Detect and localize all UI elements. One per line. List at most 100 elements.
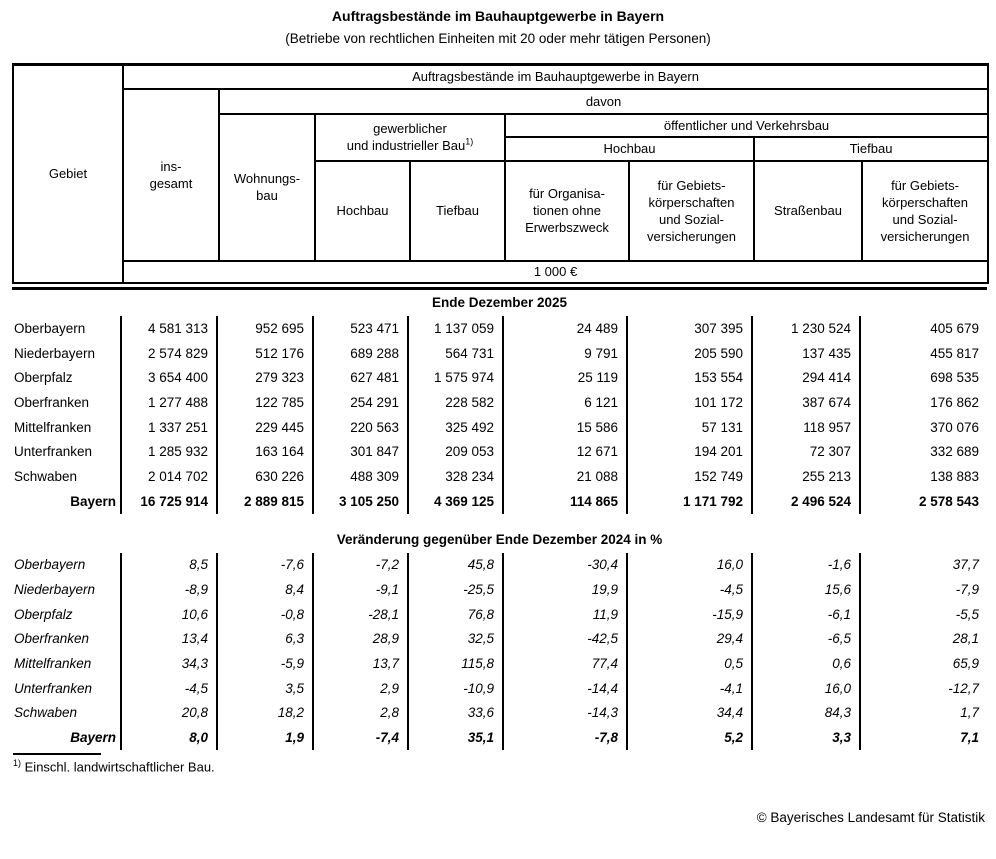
value-cell: 10,6 <box>122 601 218 627</box>
value-cell: 153 554 <box>628 365 753 391</box>
value-cell: 45,8 <box>409 552 504 578</box>
value-cell: -8,9 <box>122 577 218 602</box>
value-cell: 84,3 <box>753 700 861 726</box>
value-cell: -25,5 <box>409 577 504 602</box>
value-cell: 4 369 125 <box>409 488 504 514</box>
value-cell: 512 176 <box>218 340 314 366</box>
table-row: Mittelfranken 34,3 -5,9 13,7 115,8 77,4 0,5 0,6… <box>12 651 987 676</box>
value-cell: 152 749 <box>628 464 753 489</box>
value-cell: 228 582 <box>409 390 504 415</box>
row-label: Mittelfranken <box>12 651 122 676</box>
value-cell: 6,3 <box>218 626 314 652</box>
header-tiefbau-oeffentlich: Tiefbau <box>752 135 990 162</box>
value-cell: 307 395 <box>628 316 753 341</box>
table-row: Unterfranken 1 285 932 163 164 301 847 209 0… <box>12 439 987 465</box>
row-label: Oberpfalz <box>12 601 122 627</box>
table-row: Oberbayern 8,5 -7,6 -7,2 45,8 -30,4 16,0 -1,6 37… <box>12 552 987 578</box>
value-cell: 13,7 <box>314 651 409 676</box>
value-cell: 15 586 <box>504 414 628 440</box>
value-cell: 952 695 <box>218 316 314 341</box>
value-cell: 205 590 <box>628 340 753 366</box>
footnote: 1) Einschl. landwirtschaftlicher Bau. <box>13 758 215 774</box>
value-cell: -5,5 <box>955 606 979 622</box>
table-row: Mittelfranken 1 337 251 229 445 220 563 325 … <box>12 414 987 440</box>
value-cell: 2 496 524 <box>753 488 861 514</box>
footnote-marker-sup: 1) <box>465 136 474 147</box>
value-cell: 18,2 <box>218 700 314 726</box>
value-cell: -5,9 <box>218 651 314 676</box>
value-cell: 77,4 <box>504 651 628 676</box>
value-cell: 0,5 <box>628 651 753 676</box>
value-cell: 630 226 <box>218 464 314 489</box>
value-cell: 254 291 <box>314 390 409 415</box>
value-cell: 387 674 <box>753 390 861 415</box>
value-cell: 5,2 <box>628 725 753 750</box>
value-cell: 279 323 <box>218 365 314 391</box>
value-cell: 698 535 <box>930 370 979 386</box>
value-cell: 101 172 <box>628 390 753 415</box>
value-cell: 16 725 914 <box>122 488 218 514</box>
header-strassenbau: Straßenbau <box>753 159 863 262</box>
row-label: Niederbayern <box>12 577 122 602</box>
value-cell: -6,5 <box>753 626 861 652</box>
value-cell: -4,5 <box>628 577 753 602</box>
value-cell: 2 574 829 <box>122 340 218 366</box>
row-label: Unterfranken <box>12 439 122 465</box>
table-row: Schwaben 20,8 18,2 2,8 33,6 -14,3 34,4 84,3 1,7 <box>12 700 987 726</box>
value-cell: -7,4 <box>314 725 409 750</box>
value-cell: -7,8 <box>504 725 628 750</box>
row-label: Schwaben <box>12 700 122 726</box>
value-cell: 229 445 <box>218 414 314 440</box>
value-cell: 1 230 524 <box>753 316 861 341</box>
value-cell: -9,1 <box>314 577 409 602</box>
row-label: Mittelfranken <box>12 414 122 440</box>
value-cell: 1 285 932 <box>122 439 218 465</box>
value-cell: -6,1 <box>753 601 861 627</box>
value-cell: 1,9 <box>218 725 314 750</box>
row-label: Oberfranken <box>12 390 122 415</box>
value-cell: 11,9 <box>504 601 628 627</box>
header-gewerblich-label: gewerblicher und industrieller Bau <box>346 121 466 153</box>
value-cell: -10,9 <box>409 675 504 701</box>
value-cell: 3,5 <box>218 675 314 701</box>
value-cell: 8,4 <box>218 577 314 602</box>
value-cell: 15,6 <box>753 577 861 602</box>
value-cell: 3 654 400 <box>122 365 218 391</box>
value-cell: 28,1 <box>952 631 979 647</box>
value-cell: 6 121 <box>504 390 628 415</box>
table-row: Unterfranken -4,5 3,5 2,9 -10,9 -14,4 -4,1 16,0… <box>12 675 987 701</box>
row-label: Oberfranken <box>12 626 122 652</box>
value-cell: 29,4 <box>628 626 753 652</box>
value-cell: 13,4 <box>122 626 218 652</box>
value-cell: 405 679 <box>930 320 979 336</box>
value-cell: 301 847 <box>314 439 409 465</box>
section-heading: Ende Dezember 2025 <box>431 295 568 310</box>
value-cell: 1 337 251 <box>122 414 218 440</box>
table-row: Oberpfalz 3 654 400 279 323 627 481 1 575 97… <box>12 365 987 391</box>
value-cell: -14,3 <box>504 700 628 726</box>
value-cell: 21 088 <box>504 464 628 489</box>
value-cell: 3,3 <box>753 725 861 750</box>
value-cell: 1 137 059 <box>409 316 504 341</box>
value-cell: 4 581 313 <box>122 316 218 341</box>
value-cell: 8,0 <box>122 725 218 750</box>
table-row: Bayern 16 725 914 2 889 815 3 105 250 4 369 … <box>12 488 987 514</box>
copyright-notice: © Bayerisches Landesamt für Statistik <box>756 810 985 825</box>
table-row: Oberfranken 13,4 6,3 28,9 32,5 -42,5 29,4 -6,5 2… <box>12 626 987 652</box>
value-cell: 325 492 <box>409 414 504 440</box>
value-cell: 37,7 <box>952 557 979 573</box>
value-cell: 627 481 <box>314 365 409 391</box>
value-cell: 564 731 <box>409 340 504 366</box>
value-cell: 65,9 <box>952 656 979 672</box>
value-cell: 19,9 <box>504 577 628 602</box>
page-subtitle: (Betriebe von rechtlichen Einheiten mit … <box>285 31 711 46</box>
table-row: Bayern 8,0 1,9 -7,4 35,1 -7,8 5,2 3,3 7,1 <box>12 725 987 750</box>
footnote-marker: 1) <box>13 758 22 768</box>
header-gewerblich-industriell: gewerblicher und industrieller Bau1) <box>314 112 506 162</box>
header-oeffentlich-verkehrsbau: öffentlicher und Verkehrsbau <box>503 112 990 138</box>
value-cell: 0,6 <box>753 651 861 676</box>
value-cell: -1,6 <box>753 552 861 578</box>
value-cell: 118 957 <box>753 414 861 440</box>
section-rows: Oberbayern 4 581 313 952 695 523 471 1 137 0… <box>12 316 987 514</box>
header-group-title: Auftragsbestände im Bauhauptgewerbe in B… <box>121 63 990 90</box>
